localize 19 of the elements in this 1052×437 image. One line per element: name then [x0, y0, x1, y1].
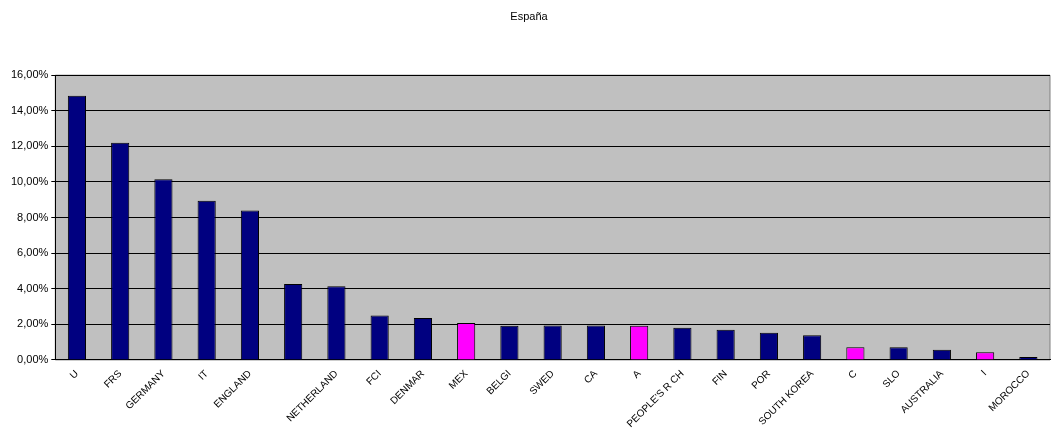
y-tick-label: 4,00% — [17, 281, 49, 294]
y-tick-label: 6,00% — [17, 246, 49, 259]
y-tick-label: 12,00% — [11, 139, 49, 152]
x-tick-label: IT — [195, 367, 211, 382]
y-tick-label: 14,00% — [11, 103, 49, 116]
x-tick-label: U — [67, 367, 81, 381]
x-tick-label: A — [630, 367, 643, 381]
y-tick-label: 8,00% — [17, 210, 49, 223]
x-tick-label: CA — [581, 367, 600, 386]
x-tick-label: C — [845, 367, 859, 381]
x-tick-label: FCI — [363, 367, 384, 387]
y-tick-label: 0,00% — [17, 352, 49, 365]
y-tick-label: 2,00% — [17, 317, 49, 330]
x-tick-label: SLO — [880, 367, 903, 390]
chart-title: España — [510, 9, 549, 22]
x-tick-label: FIN — [709, 367, 729, 387]
x-tick-label: I — [978, 367, 989, 378]
y-tick-label: 16,00% — [11, 68, 49, 81]
y-tick-label: 10,00% — [11, 174, 49, 187]
